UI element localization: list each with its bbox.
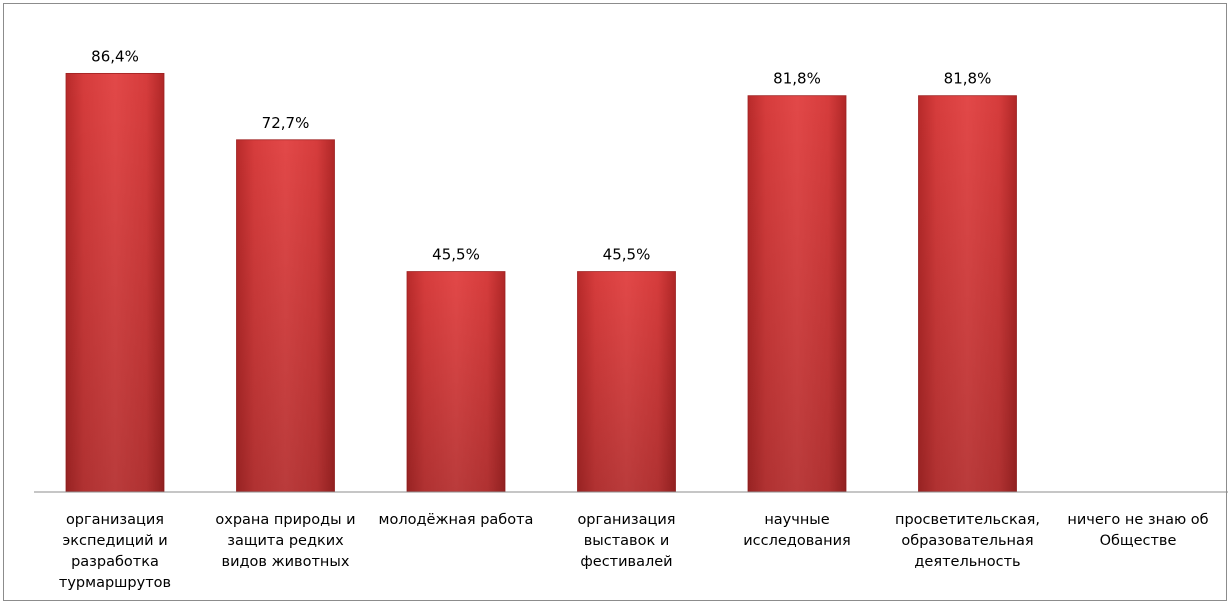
data-label-4: 45,5% bbox=[603, 246, 651, 264]
category-label-6: просветительская, образовательная деятел… bbox=[895, 512, 1040, 570]
category-label-5: научные исследования bbox=[743, 512, 851, 549]
category-label-3: молодёжная работа bbox=[378, 512, 534, 528]
bar-shade-4 bbox=[577, 271, 676, 492]
data-label-5: 81,8% bbox=[773, 70, 821, 88]
bar-shade-5 bbox=[748, 95, 846, 492]
data-label-6: 81,8% bbox=[944, 70, 992, 88]
bar-shade-1 bbox=[66, 73, 164, 492]
category-label-2: охрана природы и защита редких видов жив… bbox=[215, 512, 356, 570]
category-label-4: организация выставок и фестивалей bbox=[577, 512, 676, 570]
bar-shade-3 bbox=[407, 271, 505, 492]
bar-shade-2 bbox=[236, 139, 335, 492]
category-label-7: ничего не знаю об Обществе bbox=[1067, 512, 1209, 549]
category-label-1: организация экспедиций и разработка турм… bbox=[58, 512, 172, 591]
bar-shade-6 bbox=[918, 95, 1017, 492]
data-label-1: 86,4% bbox=[91, 47, 139, 65]
data-label-2: 72,7% bbox=[262, 114, 310, 132]
data-label-3: 45,5% bbox=[432, 246, 480, 264]
